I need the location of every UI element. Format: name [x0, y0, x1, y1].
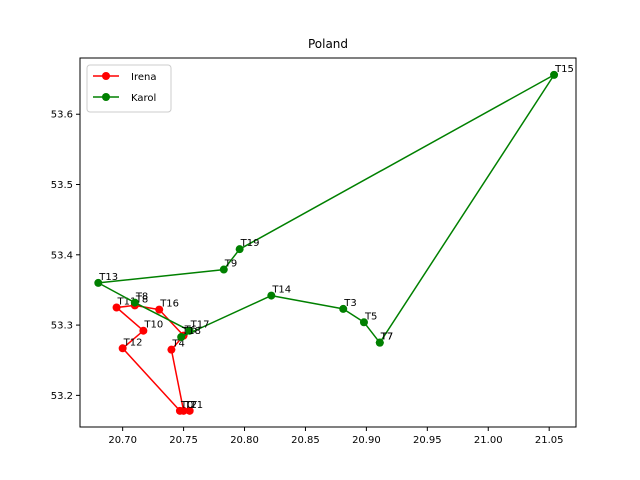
y-tick-label: 53.6 [51, 110, 73, 121]
point-label: T14 [271, 285, 291, 296]
data-point [267, 291, 276, 300]
point-label: T5 [364, 311, 377, 322]
point-label: T0 [180, 400, 193, 411]
data-point [118, 344, 127, 353]
data-point [375, 338, 384, 347]
data-point [130, 298, 139, 307]
point-label: T11 [117, 297, 137, 308]
legend-marker [102, 93, 110, 101]
data-point [359, 318, 368, 327]
plot-area: T1T2T4T6T16T8T11T10T12T0T7T5T3T14T18T17T… [94, 64, 574, 415]
x-tick-label: 21.05 [535, 435, 564, 446]
point-label: T8 [135, 292, 148, 303]
point-label: T4 [171, 339, 184, 350]
point-label: T12 [123, 337, 143, 348]
y-tick-label: 53.2 [51, 391, 73, 402]
data-point [112, 303, 121, 312]
point-label: T19 [240, 238, 260, 249]
x-tick-label: 20.70 [108, 435, 137, 446]
legend-box [86, 64, 172, 113]
data-point [94, 278, 103, 287]
y-tick-label: 53.4 [51, 250, 73, 261]
y-tick-label: 53.5 [51, 180, 73, 191]
axes-frame [79, 57, 577, 428]
data-point [339, 304, 348, 313]
point-label: T16 [159, 299, 179, 310]
point-label: T15 [554, 64, 574, 75]
point-label: T7 [380, 332, 393, 343]
data-point [177, 333, 186, 342]
point-label: T8 [135, 294, 148, 305]
legend: Irena Karol [86, 64, 172, 113]
legend-marker [102, 72, 110, 80]
axes: 20.70 20.75 20.80 20.85 20.90 20.95 21.00 21.05… [51, 110, 564, 446]
legend-label: Karol [131, 93, 156, 104]
point-label: T10 [143, 320, 163, 331]
point-label: T7 [380, 332, 393, 343]
point-label: T3 [343, 298, 356, 309]
x-tick-label: 20.80 [230, 435, 259, 446]
point-label: T1 [190, 400, 203, 411]
data-point [185, 406, 194, 415]
data-point [219, 265, 228, 274]
x-tick-label: 20.75 [169, 435, 198, 446]
point-label: T9 [224, 259, 237, 270]
point-label: T18 [181, 326, 201, 337]
data-point [167, 345, 176, 354]
data-point [185, 326, 194, 335]
series-line [97, 74, 555, 344]
data-point [175, 406, 184, 415]
data-point [139, 326, 148, 335]
data-point [155, 305, 164, 314]
data-point [235, 245, 244, 254]
point-label: T2 [184, 400, 197, 411]
y-tick-label: 53.3 [51, 321, 73, 332]
x-tick-label: 20.90 [352, 435, 381, 446]
point-label: T17 [190, 320, 210, 331]
series-line [115, 304, 190, 412]
point-label: T13 [98, 272, 118, 283]
x-tick-label: 20.95 [413, 435, 442, 446]
legend-label: Irena [131, 72, 156, 83]
chart-title: Poland [308, 37, 348, 51]
data-point [550, 70, 559, 79]
x-tick-label: 20.85 [291, 435, 320, 446]
x-tick-label: 21.00 [474, 435, 503, 446]
